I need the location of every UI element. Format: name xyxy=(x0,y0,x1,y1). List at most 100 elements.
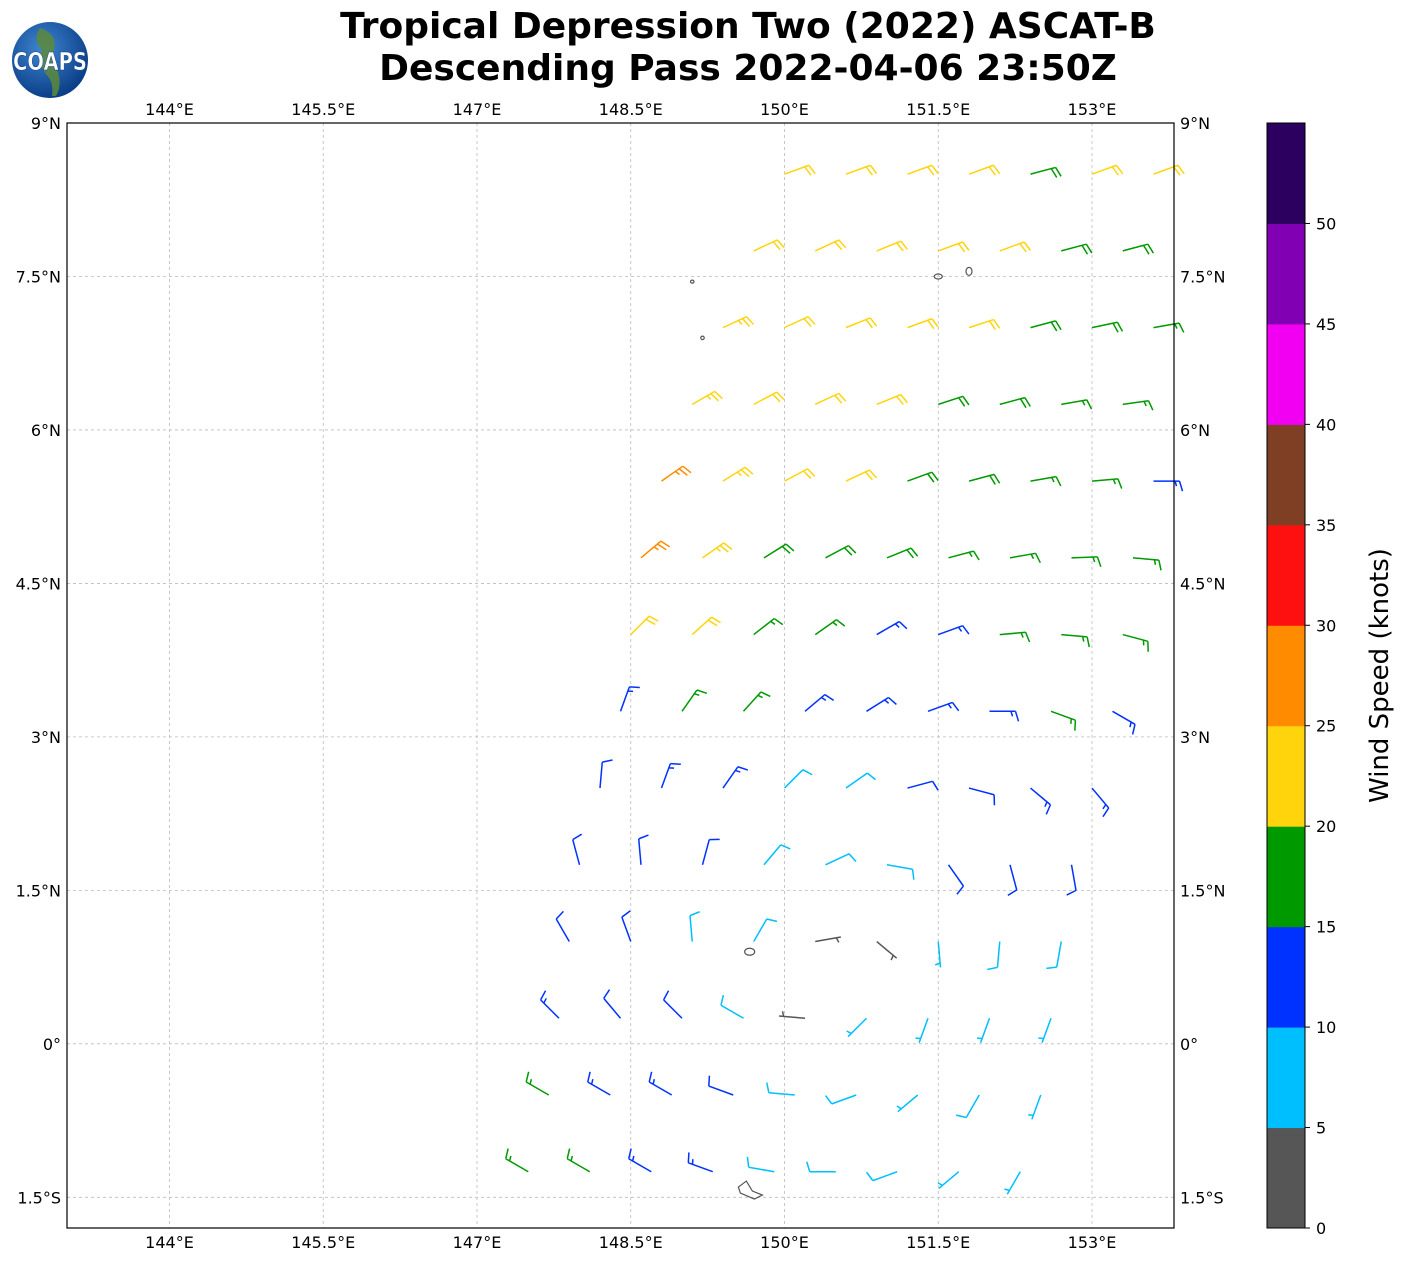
barb-staff xyxy=(763,844,782,866)
barb-full-feather xyxy=(1024,632,1031,643)
barb-half-feather xyxy=(890,955,894,961)
barb-full-feather xyxy=(900,240,908,250)
barb-full-feather xyxy=(1086,636,1091,648)
barb-half-feather xyxy=(736,471,742,477)
barb-half-feather xyxy=(1020,632,1024,638)
barb-half-feather xyxy=(570,1155,574,1162)
barb-full-feather xyxy=(785,543,795,552)
barb-full-feather xyxy=(1117,478,1123,489)
wind-barb xyxy=(804,693,835,712)
barb-full-feather xyxy=(1096,556,1102,568)
wind-barb xyxy=(1153,480,1184,492)
barb-full-feather xyxy=(1115,164,1124,175)
barb-full-feather xyxy=(603,989,611,999)
barb-staff xyxy=(663,999,683,1019)
barb-full-feather xyxy=(931,318,939,328)
island-outline xyxy=(744,947,756,956)
barb-staff xyxy=(831,1094,857,1105)
lon-tick-label-bottom: 150°E xyxy=(760,1233,809,1252)
barb-full-feather xyxy=(911,869,915,880)
colorbar-segment xyxy=(1267,524,1305,626)
barb-full-feather xyxy=(645,618,656,625)
barb-full-feather xyxy=(957,243,966,253)
barb-half-feather xyxy=(1174,323,1178,329)
lat-tick-label-right: 0° xyxy=(1180,1035,1198,1054)
lon-tick-label-top: 147°E xyxy=(453,100,502,119)
barb-full-feather xyxy=(648,1071,653,1083)
wind-barb xyxy=(968,318,1001,330)
lon-tick-label-top: 153°E xyxy=(1068,100,1117,119)
barb-full-feather xyxy=(951,701,960,712)
barb-full-feather xyxy=(776,239,785,249)
colorbar-tick-label: 0 xyxy=(1316,1219,1326,1238)
lat-tick-label-right: 6°N xyxy=(1180,421,1210,440)
barb-half-feather xyxy=(781,1011,785,1017)
wind-barb xyxy=(1122,633,1149,652)
barb-staff xyxy=(872,1171,898,1182)
wind-barb xyxy=(1153,164,1185,176)
barb-half-feather xyxy=(508,1155,512,1162)
barb-full-feather xyxy=(772,393,781,403)
barb-staff xyxy=(621,916,632,942)
wind-barb xyxy=(806,1161,836,1173)
wind-barb xyxy=(968,473,1001,485)
barb-full-feather xyxy=(773,617,784,626)
wind-barb xyxy=(814,392,847,406)
barb-staff xyxy=(555,918,570,942)
barb-full-feather xyxy=(824,1095,833,1105)
colorbar-segment xyxy=(1267,223,1305,325)
wind-barb xyxy=(937,241,970,253)
wind-barb xyxy=(815,936,841,943)
barb-full-feather xyxy=(1086,399,1093,410)
wind-barb xyxy=(886,547,919,559)
wind-barb xyxy=(753,239,785,252)
barb-half-feather xyxy=(937,1182,943,1187)
barb-half-feather xyxy=(631,1155,635,1162)
barb-full-feather xyxy=(719,544,729,553)
wind-barb xyxy=(934,941,942,968)
barb-full-feather xyxy=(708,1075,711,1087)
wind-barb xyxy=(1030,787,1052,815)
wind-barb xyxy=(681,689,708,712)
barb-half-feather xyxy=(1030,553,1035,560)
colorbar-segment xyxy=(1267,323,1305,425)
colorbar-label: Wind Speed (knots) xyxy=(1365,548,1395,803)
wind-barb xyxy=(927,701,960,713)
wind-barb xyxy=(587,1071,611,1096)
wind-barb xyxy=(708,1075,734,1096)
wind-barb xyxy=(1071,556,1102,568)
barb-full-feather xyxy=(1116,321,1124,332)
wind-barb xyxy=(1132,557,1162,571)
barb-full-feather xyxy=(1177,164,1185,175)
barb-full-feather xyxy=(662,990,670,1001)
barb-full-feather xyxy=(687,1152,690,1163)
barb-full-feather xyxy=(555,910,564,920)
barb-staff xyxy=(907,780,933,789)
colorbar-tick-label: 35 xyxy=(1316,516,1336,535)
wind-barb xyxy=(1122,400,1154,411)
barb-half-feather xyxy=(846,1030,852,1035)
barb-full-feather xyxy=(776,391,785,401)
wind-barb xyxy=(648,1071,673,1096)
barb-full-feather xyxy=(972,550,980,561)
wind-barb xyxy=(784,315,816,329)
barb-full-feather xyxy=(744,466,754,475)
lon-tick-label-bottom: 145.5°E xyxy=(291,1233,355,1252)
barb-half-feather xyxy=(934,962,941,966)
barb-full-feather xyxy=(1158,559,1162,571)
wind-barb xyxy=(746,1156,775,1173)
wind-barb xyxy=(1030,320,1062,332)
barb-full-feather xyxy=(803,318,812,327)
barb-staff xyxy=(968,787,995,796)
colorbar-tick-label: 10 xyxy=(1316,1018,1336,1037)
barb-full-feather xyxy=(927,473,935,483)
wind-barb xyxy=(937,624,970,636)
barb-full-feather xyxy=(836,619,846,627)
wind-barb xyxy=(1030,475,1062,487)
barb-full-feather xyxy=(988,166,997,176)
barb-half-feather xyxy=(896,1105,902,1110)
title-line-1: Tropical Depression Two (2022) ASCAT-B xyxy=(340,6,1156,47)
barb-full-feather xyxy=(1074,720,1077,731)
wind-barb xyxy=(814,239,847,252)
